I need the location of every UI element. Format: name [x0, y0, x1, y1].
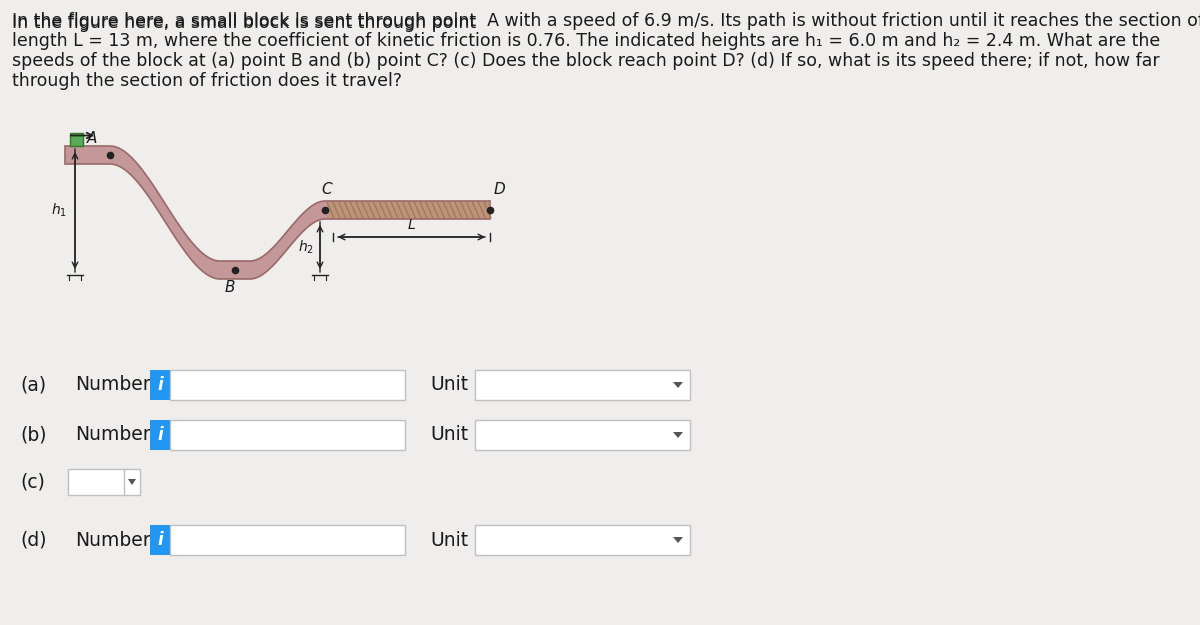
Text: (d): (d): [20, 531, 47, 549]
Text: Number: Number: [74, 531, 151, 549]
Text: length L = 13 m, where the coefficient of kinetic friction is 0.76. The indicate: length L = 13 m, where the coefficient o…: [12, 32, 1160, 50]
Text: (c): (c): [20, 472, 44, 491]
Bar: [150, 525, 170, 555]
Text: i: i: [157, 376, 163, 394]
Bar: [326, 202, 490, 218]
Text: $h_1$: $h_1$: [50, 202, 67, 219]
Bar: [170, 525, 406, 555]
Text: (b): (b): [20, 426, 47, 444]
Text: i: i: [157, 426, 163, 444]
Text: A: A: [88, 131, 97, 146]
Bar: [170, 370, 406, 400]
Bar: [475, 525, 690, 555]
Text: B: B: [224, 280, 235, 295]
Polygon shape: [673, 432, 683, 438]
Text: $h_2$: $h_2$: [298, 238, 314, 256]
Polygon shape: [65, 146, 490, 279]
Text: $L$: $L$: [407, 218, 416, 232]
Polygon shape: [673, 382, 683, 388]
Text: In the figure here, a small block is sent through point: In the figure here, a small block is sen…: [12, 14, 481, 32]
Polygon shape: [673, 537, 683, 543]
Text: through the section of friction does it travel?: through the section of friction does it …: [12, 72, 402, 90]
Bar: [475, 420, 690, 450]
Text: i: i: [157, 531, 163, 549]
Text: (a): (a): [20, 376, 46, 394]
Bar: [68, 469, 140, 495]
Text: Number: Number: [74, 426, 151, 444]
Text: Unit: Unit: [430, 426, 468, 444]
Text: Unit: Unit: [430, 376, 468, 394]
Text: In the figure here, a small block is sent through point  A with a speed of 6.9 m: In the figure here, a small block is sen…: [12, 12, 1200, 30]
Bar: [150, 420, 170, 450]
Bar: [150, 370, 170, 400]
Bar: [170, 420, 406, 450]
Text: C: C: [322, 182, 332, 197]
Text: Unit: Unit: [430, 531, 468, 549]
Text: Number: Number: [74, 376, 151, 394]
Polygon shape: [128, 479, 136, 485]
Bar: [70, 133, 83, 146]
Bar: [475, 370, 690, 400]
Text: D: D: [494, 182, 505, 197]
Text: speeds of the block at (a) point B and (b) point C? (c) Does the block reach poi: speeds of the block at (a) point B and (…: [12, 52, 1159, 70]
